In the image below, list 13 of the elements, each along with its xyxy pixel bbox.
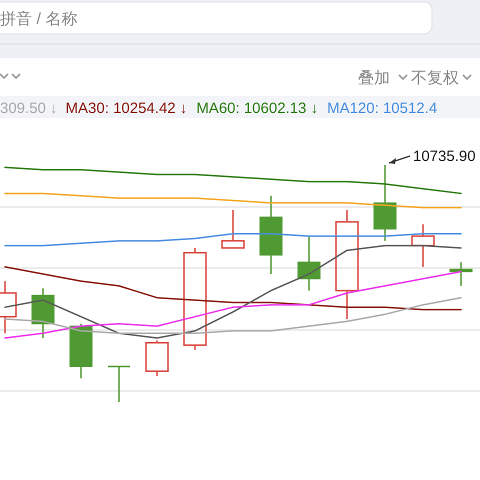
text: 309.50 ↓ [0, 100, 58, 117]
text: 叠加 [358, 69, 390, 87]
annotation: 10735.90 [413, 148, 476, 165]
text: 拼音 / 名称 [0, 10, 78, 28]
text: 不复权 [411, 70, 459, 87]
text: MA30: 10254.42 ↓ [66, 100, 188, 117]
candlestick [298, 235, 320, 292]
candlestick [260, 195, 282, 275]
candlestick [374, 164, 396, 242]
candlestick [32, 287, 54, 339]
text: MA120: 10512.4 [327, 100, 438, 117]
text: MA60: 10602.13 ↓ [196, 100, 318, 117]
candlestick [335, 209, 359, 320]
